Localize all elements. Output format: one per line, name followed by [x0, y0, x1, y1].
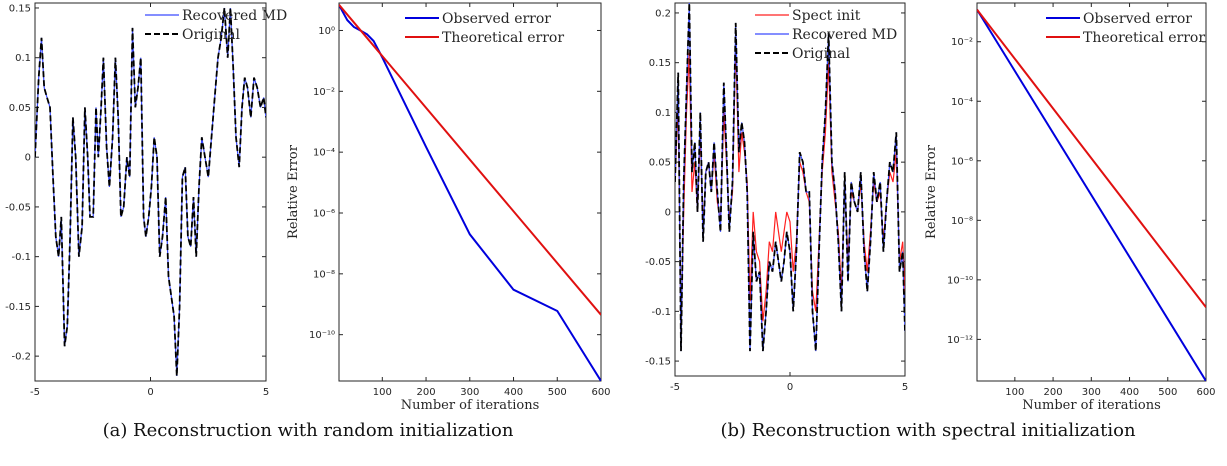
- x-axis-label: Number of iterations: [1022, 398, 1161, 413]
- x-tick-label: 0: [147, 387, 153, 398]
- y-tick-label: 10⁻²: [313, 87, 335, 98]
- x-tick-label: 0: [787, 382, 793, 393]
- x-tick-label: 300: [460, 387, 479, 398]
- y-axis-label: Relative Error: [924, 144, 939, 239]
- panel-a-left: -0.2 -0.15 -0.1 -0.05 0 0.05 0.1 0.15 -5 0 5 Recove…: [5, 2, 287, 398]
- legend-label: Observed error: [1083, 11, 1192, 27]
- y-tick-label: -0.2: [11, 352, 31, 363]
- y-tick-label: 0: [25, 153, 31, 164]
- axes-box: [338, 2, 602, 382]
- x-tick-label: -5: [670, 382, 680, 393]
- x-tick-label: 600: [1196, 387, 1215, 398]
- y-tick-label: 0.1: [655, 108, 671, 119]
- y-tick-label: 10⁻¹⁰: [309, 330, 335, 341]
- y-tick-label: 10⁻⁶: [313, 208, 335, 219]
- y-tick-label: 0.1: [15, 53, 31, 64]
- series-line-original: [675, 3, 905, 352]
- x-tick-label: 200: [1044, 387, 1063, 398]
- y-tick-label: 0.2: [655, 8, 671, 19]
- series-line-original: [35, 7, 266, 377]
- y-tick-label: 10⁻⁴: [951, 97, 973, 108]
- legend-label: Original: [182, 27, 240, 43]
- panel-a-right: 10⁰ 10⁻² 10⁻⁴ 10⁻⁶ 10⁻⁸ 10⁻¹⁰ 100 200 300 400 500 6…: [286, 2, 611, 413]
- y-tick-label: 0.05: [9, 103, 31, 114]
- x-axis-label: Number of iterations: [401, 398, 540, 413]
- legend-label: Observed error: [442, 11, 551, 27]
- x-tick-label: 100: [1005, 387, 1024, 398]
- y-tick-label: 10⁻⁴: [313, 148, 335, 159]
- series-line-theoretical-error: [339, 4, 601, 316]
- legend-label: Theoretical error: [442, 30, 564, 46]
- y-tick-label: 10⁻⁸: [951, 216, 973, 227]
- series-line-theoretical-error: [977, 8, 1206, 308]
- series-line-observed-error: [339, 4, 601, 381]
- panel-b-left: -0.15 -0.1 -0.05 0 0.05 0.1 0.15 0.2 -5 0 5 Spect i…: [645, 2, 908, 393]
- y-tick-label: -0.05: [5, 202, 31, 213]
- y-tick-label: 10⁻¹²: [947, 335, 973, 346]
- caption-a: (a) Reconstruction with random initializ…: [102, 420, 514, 441]
- y-tick-label: 10⁻²: [951, 37, 973, 48]
- x-tick-label: 5: [902, 382, 908, 393]
- series-line-observed-error: [977, 9, 1206, 381]
- legend-label: Spect init: [792, 8, 861, 24]
- caption-b: (b) Reconstruction with spectral initial…: [720, 420, 1136, 441]
- y-axis-label: Relative Error: [286, 144, 301, 239]
- legend-label: Theoretical error: [1083, 30, 1205, 46]
- y-tick-label: 0.15: [649, 58, 671, 69]
- y-tick-label: 0.15: [9, 3, 31, 14]
- legend-label: Recovered MD: [792, 27, 897, 43]
- y-tick-label: 0.05: [649, 158, 671, 169]
- x-tick-label: -5: [30, 387, 40, 398]
- y-tick-label: 10⁰: [318, 26, 335, 37]
- y-tick-label: -0.15: [5, 302, 31, 313]
- y-tick-label: 10⁻¹⁰: [947, 275, 973, 286]
- panel-b-right: 10⁻² 10⁻⁴ 10⁻⁶ 10⁻⁸ 10⁻¹⁰ 10⁻¹² 100 200 300 400 50…: [924, 2, 1216, 413]
- x-tick-label: 100: [373, 387, 392, 398]
- x-tick-label: 200: [416, 387, 435, 398]
- x-tick-label: 5: [263, 387, 269, 398]
- y-tick-label: 10⁻⁶: [951, 156, 973, 167]
- y-tick-label: 10⁻⁸: [313, 269, 335, 280]
- y-tick-label: -0.1: [651, 307, 671, 318]
- y-tick-label: -0.05: [645, 257, 671, 268]
- axes-box: [674, 2, 906, 377]
- y-tick-label: 0: [665, 207, 671, 218]
- x-tick-label: 500: [548, 387, 567, 398]
- y-tick-label: -0.1: [11, 252, 31, 263]
- legend-label: Original: [792, 46, 850, 62]
- y-tick-label: -0.15: [645, 357, 671, 368]
- legend-label: Recovered MD: [182, 8, 287, 24]
- x-tick-label: 300: [1082, 387, 1101, 398]
- x-tick-label: 400: [504, 387, 523, 398]
- x-tick-label: 500: [1158, 387, 1177, 398]
- series-line-spect-init: [675, 42, 905, 332]
- x-tick-label: 600: [591, 387, 610, 398]
- series-line-recovered-md: [35, 7, 266, 377]
- x-tick-label: 400: [1120, 387, 1139, 398]
